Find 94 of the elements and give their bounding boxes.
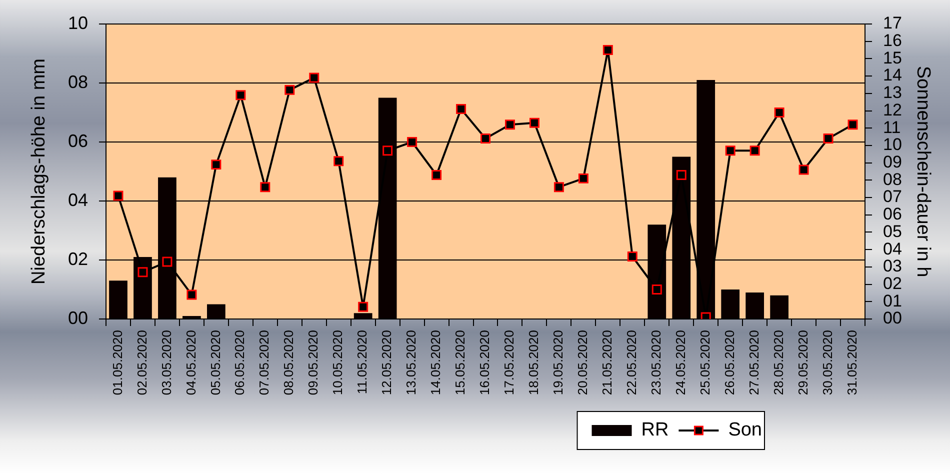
y2-tick-label: 15 bbox=[883, 48, 902, 68]
point bbox=[725, 146, 736, 156]
x-tick-label: 12.05.2020 bbox=[379, 330, 394, 396]
x-tick-label: 24.05.2020 bbox=[672, 330, 688, 396]
point bbox=[432, 170, 442, 180]
point bbox=[627, 252, 638, 262]
y2-tick-label: 04 bbox=[883, 239, 902, 258]
y2-axis-title: Sonnenschein-dauer in h bbox=[912, 66, 934, 278]
point bbox=[358, 302, 368, 312]
point bbox=[113, 190, 124, 201]
x-tick-label: 09.05.2020 bbox=[306, 330, 321, 396]
x-tick-label: 27.05.2020 bbox=[746, 330, 762, 396]
point bbox=[260, 182, 270, 192]
x-tick-label: 05.05.2020 bbox=[208, 330, 223, 396]
bar bbox=[746, 292, 764, 318]
point bbox=[602, 45, 613, 56]
x-tick-label: 22.05.2020 bbox=[624, 330, 639, 396]
point bbox=[334, 156, 344, 166]
y2-tick-label: 11 bbox=[883, 118, 901, 137]
x-tick-label: 18.05.2020 bbox=[526, 330, 542, 396]
x-tick-label: 02.05.2020 bbox=[134, 330, 150, 396]
y-axis-title: Niederschlags-höhe in mm bbox=[28, 58, 50, 284]
point bbox=[750, 146, 760, 156]
point bbox=[138, 267, 148, 278]
y2-tick-label: 03 bbox=[883, 256, 902, 276]
point bbox=[456, 104, 466, 114]
x-tick-label: 08.05.2020 bbox=[281, 330, 296, 396]
x-tick-label: 26.05.2020 bbox=[722, 330, 737, 396]
point bbox=[382, 146, 393, 156]
y-tick-label: 10 bbox=[68, 12, 88, 33]
y2-tick-label: 13 bbox=[883, 83, 902, 102]
point bbox=[774, 108, 784, 118]
bar bbox=[770, 295, 788, 318]
y-tick-label: 06 bbox=[68, 130, 88, 151]
point bbox=[284, 84, 295, 95]
point bbox=[480, 134, 490, 144]
legend-label: RR bbox=[641, 420, 669, 441]
x-tick-label: 21.05.2020 bbox=[599, 330, 614, 396]
y2-tick-label: 09 bbox=[883, 152, 902, 172]
point bbox=[848, 120, 858, 130]
y2-tick-label: 12 bbox=[883, 100, 902, 120]
point bbox=[578, 173, 588, 184]
y2-tick-label: 07 bbox=[883, 187, 902, 206]
x-tick-label: 15.05.2020 bbox=[452, 330, 468, 396]
x-tick-label: 04.05.2020 bbox=[183, 330, 198, 396]
bar bbox=[206, 304, 226, 318]
point bbox=[309, 72, 320, 83]
y2-tick-label: 00 bbox=[883, 308, 902, 328]
legend-label: Son bbox=[728, 420, 762, 441]
y2-tick-label: 08 bbox=[883, 170, 902, 189]
x-tick-label: 23.05.2020 bbox=[648, 330, 664, 396]
point bbox=[823, 134, 834, 144]
bar bbox=[721, 290, 740, 318]
y2-tick-label: 06 bbox=[883, 204, 902, 224]
x-tick-label: 14.05.2020 bbox=[428, 330, 444, 396]
y-tick-label: 08 bbox=[68, 72, 88, 92]
point bbox=[529, 118, 540, 128]
point bbox=[186, 290, 197, 300]
x-tick-label: 19.05.2020 bbox=[550, 330, 566, 396]
point bbox=[504, 120, 515, 130]
x-tick-label: 17.05.2020 bbox=[502, 330, 517, 396]
y2-tick-label: 16 bbox=[883, 31, 902, 50]
y-tick-label: 04 bbox=[68, 190, 88, 210]
bar bbox=[109, 280, 128, 318]
x-tick-label: 29.05.2020 bbox=[795, 330, 810, 396]
point bbox=[652, 284, 662, 294]
y2-tick-label: 01 bbox=[883, 291, 902, 310]
y2-tick-label: 02 bbox=[883, 274, 902, 293]
x-tick-label: 11.05.2020 bbox=[354, 330, 370, 394]
y-tick-label: 00 bbox=[68, 308, 88, 328]
point bbox=[676, 170, 686, 180]
x-tick-label: 20.05.2020 bbox=[575, 330, 590, 396]
y2-tick-label: 10 bbox=[883, 135, 902, 154]
x-tick-label: 25.05.2020 bbox=[697, 330, 712, 396]
x-tick-label: 28.05.2020 bbox=[770, 330, 786, 396]
point bbox=[554, 182, 564, 192]
point bbox=[236, 90, 246, 100]
y-tick-label: 02 bbox=[68, 248, 88, 269]
point bbox=[162, 256, 172, 267]
x-tick-label: 07.05.2020 bbox=[256, 330, 272, 396]
y2-tick-label: 17 bbox=[883, 14, 902, 33]
x-tick-label: 03.05.2020 bbox=[158, 330, 174, 396]
x-tick-label: 16.05.2020 bbox=[477, 330, 492, 396]
x-tick-label: 06.05.2020 bbox=[232, 330, 248, 396]
x-tick-label: 31.05.2020 bbox=[844, 330, 860, 396]
y2-tick-label: 14 bbox=[883, 66, 902, 85]
point bbox=[407, 137, 418, 147]
y2-tick-label: 05 bbox=[883, 222, 902, 241]
x-tick-label: 10.05.2020 bbox=[330, 330, 346, 396]
x-tick-label: 13.05.2020 bbox=[404, 330, 419, 396]
point bbox=[798, 164, 809, 175]
x-tick-label: 01.05.2020 bbox=[110, 330, 125, 396]
x-tick-label: 30.05.2020 bbox=[820, 330, 835, 396]
point bbox=[211, 160, 222, 170]
